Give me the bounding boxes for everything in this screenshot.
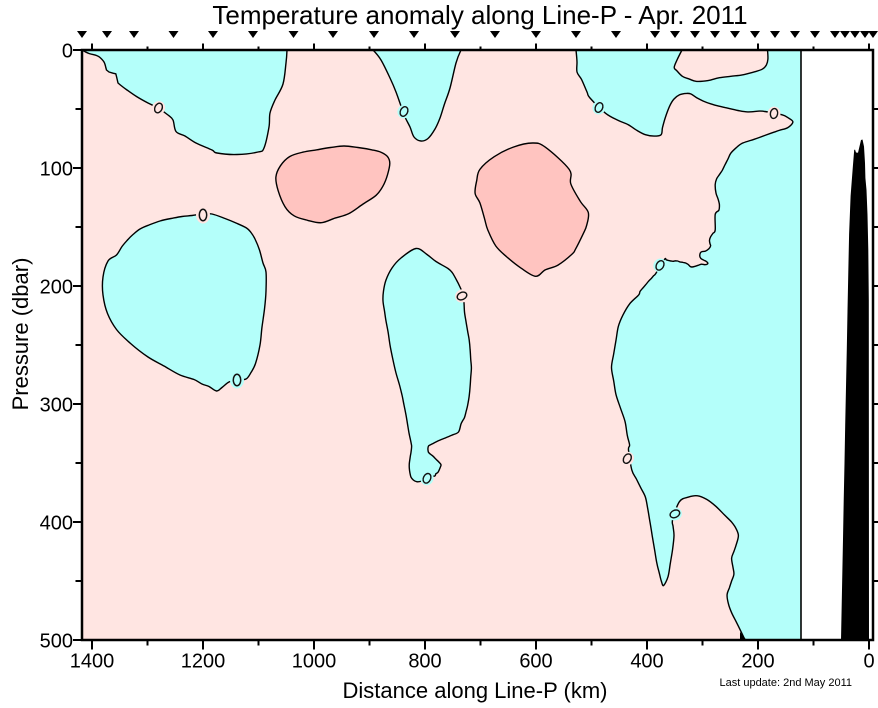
svg-text:800: 800 bbox=[408, 651, 441, 673]
svg-text:600: 600 bbox=[519, 651, 552, 673]
svg-text:1000: 1000 bbox=[292, 651, 337, 673]
svg-text:Pressure (dbar): Pressure (dbar) bbox=[8, 258, 33, 411]
svg-text:300: 300 bbox=[40, 395, 73, 417]
svg-text:200: 200 bbox=[741, 651, 774, 673]
svg-text:Distance along Line-P (km): Distance along Line-P (km) bbox=[343, 678, 608, 703]
svg-text:400: 400 bbox=[630, 651, 663, 673]
svg-text:0: 0 bbox=[863, 651, 874, 673]
svg-text:100: 100 bbox=[40, 159, 73, 181]
svg-text:500: 500 bbox=[40, 631, 73, 653]
svg-text:400: 400 bbox=[40, 513, 73, 535]
svg-text:200: 200 bbox=[40, 277, 73, 299]
svg-text:Temperature anomaly along Line: Temperature anomaly along Line-P - Apr. … bbox=[212, 0, 747, 30]
svg-text:Last update: 2nd May 2011: Last update: 2nd May 2011 bbox=[719, 677, 852, 689]
svg-text:1200: 1200 bbox=[181, 651, 226, 673]
svg-text:0: 0 bbox=[62, 41, 73, 63]
svg-text:1400: 1400 bbox=[70, 651, 115, 673]
